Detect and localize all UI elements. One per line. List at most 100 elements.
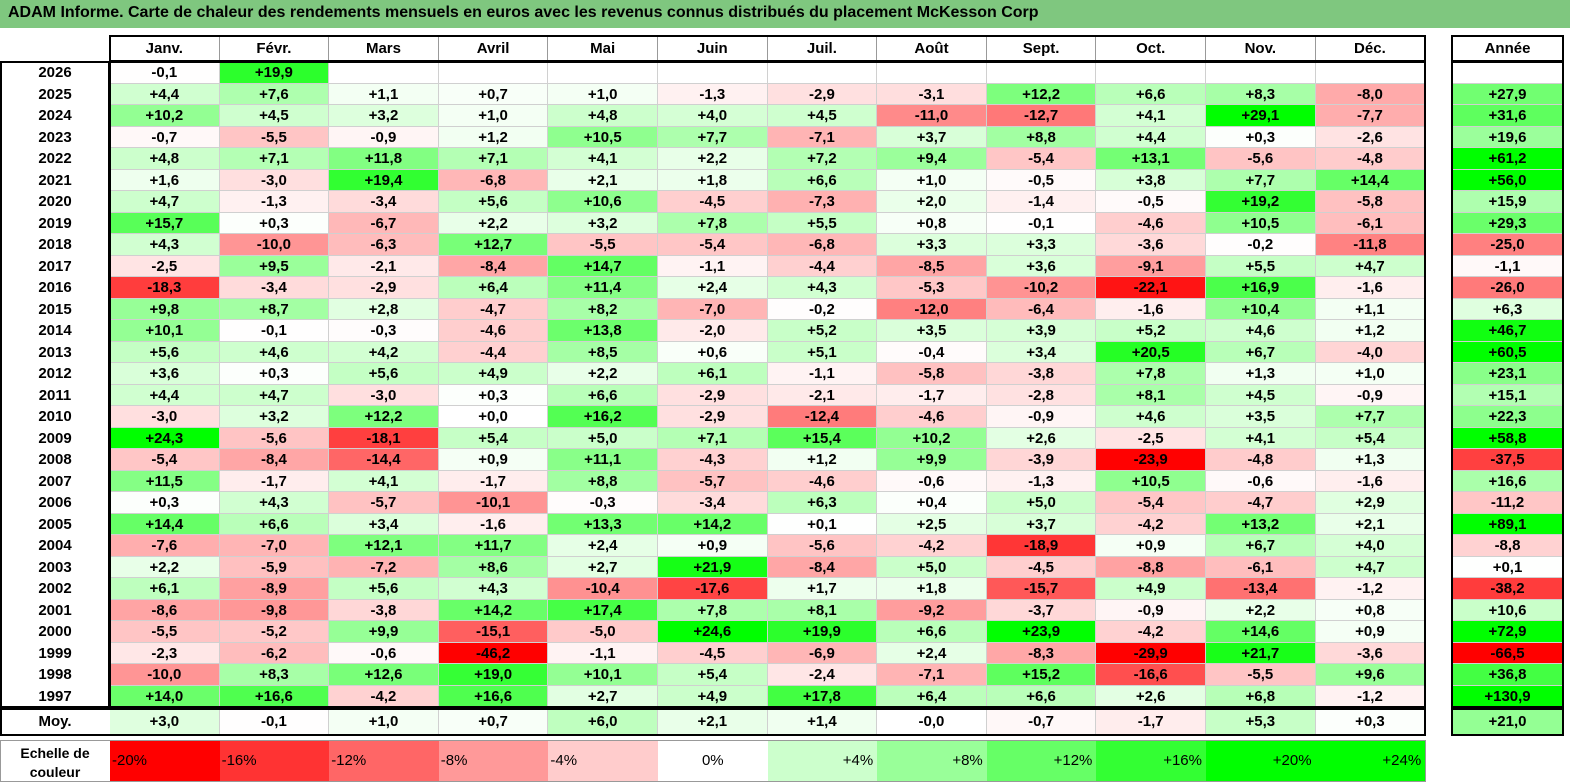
heatmap-cell: +10,5 bbox=[548, 126, 658, 148]
heatmap-cell: +4,4 bbox=[110, 384, 220, 406]
heatmap-cell: +12,6 bbox=[329, 664, 439, 686]
heatmap-cell: -12,4 bbox=[767, 406, 878, 428]
heatmap-cell: -0,9 bbox=[1096, 599, 1206, 621]
heatmap-cell: -2,8 bbox=[986, 384, 1097, 406]
scale-step: -12% bbox=[329, 741, 439, 781]
heatmap-cell: +7,1 bbox=[219, 148, 330, 170]
heatmap-cell: +19,0 bbox=[438, 664, 549, 686]
annual-cell: -37,5 bbox=[1452, 449, 1563, 471]
heatmap-cell: +2,5 bbox=[877, 513, 987, 535]
heatmap-cell: -18,1 bbox=[329, 427, 439, 449]
heatmap-cell: +0,3 bbox=[110, 492, 220, 514]
heatmap-cell: +4,3 bbox=[767, 277, 878, 299]
heatmap-cell: -11,8 bbox=[1315, 234, 1426, 256]
year-label: 2014 bbox=[38, 322, 72, 339]
heatmap-cell: +3,7 bbox=[986, 513, 1097, 535]
heatmap-cell: -2,9 bbox=[658, 384, 768, 406]
annual-cell: -11,2 bbox=[1452, 492, 1563, 514]
heatmap-cell: -0,6 bbox=[877, 470, 987, 492]
annual-cell: -8,8 bbox=[1452, 535, 1563, 557]
annual-header-frame bbox=[1451, 35, 1564, 62]
annual-cell: +36,8 bbox=[1452, 664, 1563, 686]
heatmap-cell: -0,9 bbox=[1315, 384, 1426, 406]
heatmap-cell: -4,4 bbox=[438, 341, 549, 363]
year-label: 2004 bbox=[38, 537, 72, 554]
year-label: 1998 bbox=[38, 666, 72, 683]
month-header: Janv. bbox=[110, 37, 220, 61]
annual-cell: +31,6 bbox=[1452, 105, 1563, 127]
annual-cell: +56,0 bbox=[1452, 169, 1563, 191]
heatmap-cell: +8,6 bbox=[438, 556, 549, 578]
heatmap-cell: +23,9 bbox=[986, 621, 1097, 643]
heatmap-cell: -4,7 bbox=[1206, 492, 1316, 514]
heatmap-cell: +4,5 bbox=[219, 105, 330, 127]
heatmap-cell: -8,3 bbox=[986, 642, 1097, 664]
heatmap-cell: +3,2 bbox=[219, 406, 330, 428]
year-label: 2010 bbox=[38, 408, 72, 425]
heatmap-cell: +10,2 bbox=[877, 427, 987, 449]
heatmap-cell: -5,6 bbox=[767, 535, 878, 557]
heatmap-cell: +24,6 bbox=[658, 621, 768, 643]
heatmap-cell: -0,4 bbox=[877, 341, 987, 363]
year-label: 2002 bbox=[38, 580, 72, 597]
annual-cell: +15,1 bbox=[1452, 384, 1563, 406]
heatmap-cell: -0,6 bbox=[1206, 470, 1316, 492]
scale-label-line1: Echelle de bbox=[20, 745, 90, 761]
heatmap-cell: +5,0 bbox=[548, 427, 658, 449]
heatmap-cell: +0,3 bbox=[438, 384, 549, 406]
year-label: 2008 bbox=[38, 451, 72, 468]
month-header: Avril bbox=[439, 37, 549, 61]
heatmap-cell: +0,1 bbox=[767, 513, 878, 535]
annual-cell: +22,3 bbox=[1452, 406, 1563, 428]
scale-step: +16% bbox=[1096, 741, 1206, 781]
heatmap-cell: +6,6 bbox=[219, 513, 330, 535]
heatmap-cell: -17,6 bbox=[658, 578, 768, 600]
heatmap-cell: -1,6 bbox=[1096, 298, 1206, 320]
heatmap-cell: -4,6 bbox=[877, 406, 987, 428]
heatmap-cell: +1,6 bbox=[110, 169, 220, 191]
average-cell: +2,1 bbox=[658, 709, 768, 735]
heatmap-cell: -9,8 bbox=[219, 599, 330, 621]
heatmap-cell: +8,7 bbox=[219, 298, 330, 320]
heatmap-cell: +16,2 bbox=[548, 406, 658, 428]
heatmap-cell: -8,9 bbox=[219, 578, 330, 600]
heatmap-cell: +4,8 bbox=[110, 148, 220, 170]
heatmap-cell: -4,6 bbox=[438, 320, 549, 342]
heatmap-cell: +8,1 bbox=[767, 599, 878, 621]
heatmap-cell: +2,2 bbox=[658, 148, 768, 170]
heatmap-cell: +5,4 bbox=[438, 427, 549, 449]
heatmap-cell: -6,3 bbox=[329, 234, 439, 256]
heatmap-cell: +9,5 bbox=[219, 255, 330, 277]
heatmap-cell: +2,0 bbox=[877, 191, 987, 213]
heatmap-cell: +11,8 bbox=[329, 148, 439, 170]
annual-cell bbox=[1452, 62, 1563, 84]
heatmap-cell: -0,9 bbox=[329, 126, 439, 148]
heatmap-cell: +1,0 bbox=[438, 105, 549, 127]
heatmap-cell: +11,4 bbox=[548, 277, 658, 299]
heatmap-cell: -46,2 bbox=[438, 642, 549, 664]
heatmap-cell: +4,7 bbox=[110, 191, 220, 213]
heatmap-cell: +3,3 bbox=[986, 234, 1097, 256]
heatmap-cell: -1,1 bbox=[767, 363, 878, 385]
heatmap-cell: +3,7 bbox=[877, 126, 987, 148]
heatmap-cell: -0,1 bbox=[986, 212, 1097, 234]
heatmap-cell: +6,6 bbox=[877, 621, 987, 643]
heatmap-cell: +11,1 bbox=[548, 449, 658, 471]
heatmap-cell: +5,6 bbox=[329, 363, 439, 385]
heatmap-cell: +14,4 bbox=[110, 513, 220, 535]
heatmap-cell: -6,9 bbox=[767, 642, 878, 664]
year-label: 2003 bbox=[38, 558, 72, 576]
heatmap-cell: +6,7 bbox=[1206, 341, 1316, 363]
annual-column-frame bbox=[1451, 61, 1564, 708]
heatmap-cell bbox=[1206, 62, 1316, 84]
annual-cell: +10,6 bbox=[1452, 599, 1563, 621]
heatmap-cell bbox=[986, 62, 1097, 84]
heatmap-cell: -5,5 bbox=[1206, 664, 1316, 686]
heatmap-cell: +4,2 bbox=[329, 341, 439, 363]
heatmap-cell: +4,9 bbox=[438, 363, 549, 385]
heatmap-cell: +19,2 bbox=[1206, 191, 1316, 213]
heatmap-cell: +5,5 bbox=[1206, 255, 1316, 277]
heatmap-cell: +13,1 bbox=[1096, 148, 1206, 170]
heatmap-cell: +7,8 bbox=[658, 599, 768, 621]
heatmap-cell: +0,6 bbox=[658, 341, 768, 363]
